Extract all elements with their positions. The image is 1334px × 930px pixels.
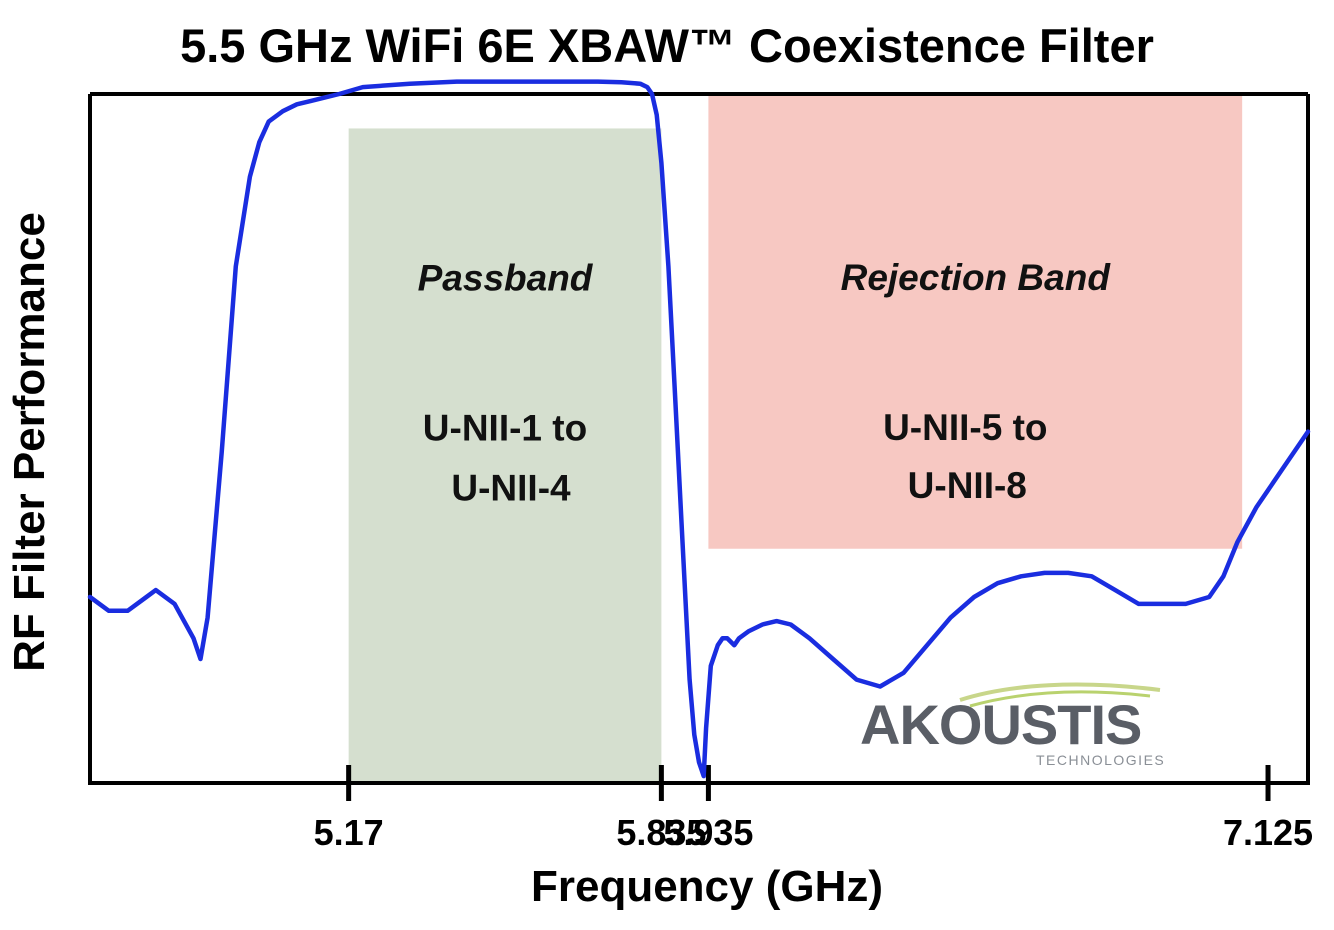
band-rect-1 (708, 94, 1243, 549)
logo-wordmark: AKOUSTIS (860, 693, 1142, 756)
x-tick-label-2: 5.935 (663, 812, 753, 853)
x-tick-label-3: 7.125 (1223, 812, 1313, 853)
band-range-line1-1: U-NII-5 to (883, 407, 1047, 448)
logo-swoosh-icon (959, 682, 1161, 708)
band-range-line2-1: U-NII-8 (908, 465, 1027, 506)
logo-tagline: TECHNOLOGIES (1036, 752, 1166, 768)
x-tick-label-1: 5.835 (616, 812, 706, 853)
x-tick-label-0: 5.17 (314, 812, 384, 853)
band-rect-0 (348, 128, 662, 783)
akoustis-logo: AKOUSTIS TECHNOLOGIES (860, 680, 1180, 770)
band-range-line2-0: U-NII-4 (451, 467, 571, 508)
band-range-line1-0: U-NII-1 to (423, 407, 587, 448)
band-name-0: Passband (418, 257, 594, 298)
band-name-1: Rejection Band (841, 257, 1112, 298)
x-axis-label: Frequency (GHz) (530, 862, 884, 911)
chart-title: 5.5 GHz WiFi 6E XBAW™ Coexistence Filter (180, 19, 1154, 72)
series-line-0 (87, 79, 1311, 779)
